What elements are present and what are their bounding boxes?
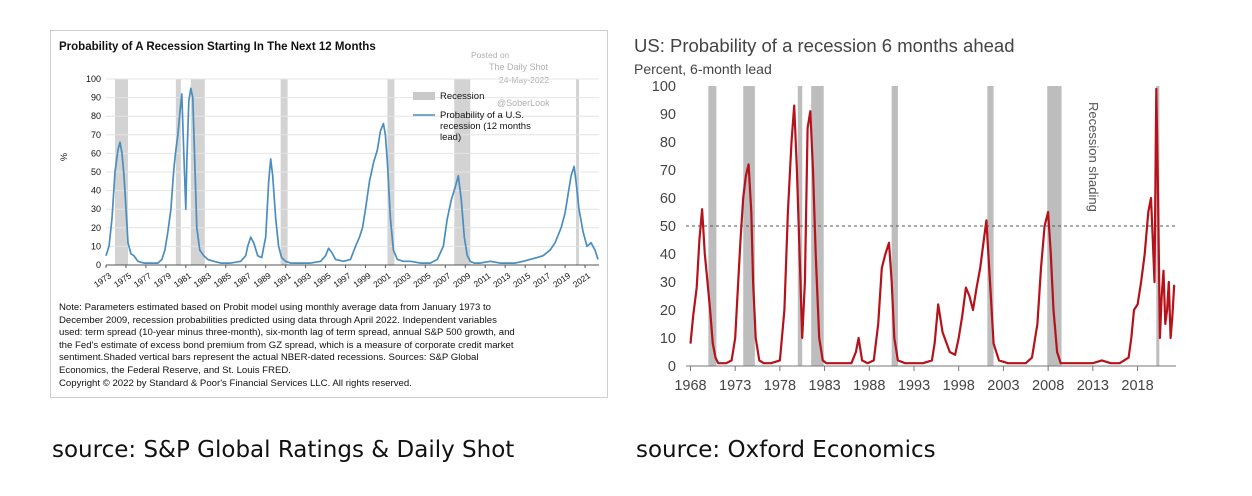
y-tick-label: 60	[91, 148, 101, 158]
x-tick-labels: 1973197519771979198119831985198719891991…	[92, 265, 592, 289]
oxford-chart-panel: US: Probability of a recession 6 months …	[628, 28, 1204, 402]
recession-band	[987, 86, 994, 366]
methodology-note: Note: Parameters estimated based on Prob…	[59, 302, 601, 390]
y-tick-label: 10	[91, 241, 101, 251]
x-tick-label: 2019	[551, 270, 572, 289]
x-tick-label: 1978	[764, 378, 796, 394]
x-tick-label: 1991	[272, 270, 293, 289]
x-tick-labels: 1968 1973 1978 1983 1988 1993 1998 2003 2008 2013…	[674, 366, 1154, 394]
legend: Recession Probability of a U.S. recession…	[413, 91, 531, 143]
y-tick-label: 40	[660, 247, 676, 263]
y-tick-label: 20	[660, 303, 676, 319]
y-tick-label: 90	[91, 93, 101, 103]
x-tick-label: 1999	[351, 270, 372, 289]
x-tick-label: 1985	[212, 270, 233, 289]
x-tick-label: 2003	[987, 378, 1019, 394]
y-tick-label: 30	[660, 275, 676, 291]
x-tick-label: 1998	[943, 378, 975, 394]
legend-swatch-recession	[413, 92, 435, 100]
x-tick-label: 2018	[1121, 378, 1153, 394]
x-tick-label: 1987	[232, 270, 253, 289]
note-line: the Fed's estimate of excess bond premiu…	[59, 339, 514, 351]
legend-label-recession: Recession	[440, 91, 484, 102]
copyright-line: Copyright © 2022 by Standard & Poor's Fi…	[59, 377, 412, 389]
x-tick-label: 1997	[331, 270, 352, 289]
y-axis-label: %	[59, 153, 69, 161]
x-tick-label: 2021	[571, 270, 592, 289]
y-tick-label: 40	[91, 186, 101, 196]
y-tick-label: 50	[660, 219, 676, 235]
watermark-line-1: Posted on	[471, 50, 510, 60]
y-tick-label: 10	[660, 331, 676, 347]
note-line: December 2009, recession probabilities p…	[59, 314, 497, 326]
x-tick-label: 1993	[292, 270, 313, 289]
watermark-line-3: 24-May-2022	[499, 75, 549, 85]
x-tick-label: 2015	[511, 270, 532, 289]
series-line-probability	[689, 87, 1176, 365]
x-tick-label: 2013	[1077, 378, 1109, 394]
x-tick-label: 1988	[853, 378, 885, 394]
legend-label-probability: Probability of a U.S. recession (12 month…	[440, 110, 531, 143]
x-tick-label: 1973	[92, 270, 113, 289]
y-tick-label: 50	[91, 167, 101, 177]
x-tick-label: 2009	[451, 270, 472, 289]
y-tick-label: 90	[660, 107, 676, 123]
y-tick-label: 100	[652, 79, 676, 95]
x-tick-label: 2003	[391, 270, 412, 289]
watermark: Posted on The Daily Shot 24-May-2022 @So…	[471, 50, 550, 108]
y-tick-labels: 0 10 20 30 40 50 60 70 80 90 100	[86, 74, 101, 270]
source-caption-right: source: Oxford Economics	[636, 437, 936, 463]
y-tick-label: 0	[96, 260, 101, 270]
x-tick-label: 2013	[491, 270, 512, 289]
watermark-line-4: @SoberLook	[497, 98, 550, 108]
y-tick-label: 70	[660, 163, 676, 179]
y-tick-label: 100	[86, 74, 101, 84]
y-tick-label: 60	[660, 191, 676, 207]
x-tick-label: 1975	[112, 270, 133, 289]
y-tick-label: 20	[91, 223, 101, 233]
note-line: Economics, the Federal Reserve, and St. …	[59, 364, 291, 376]
x-tick-label: 2007	[431, 270, 452, 289]
y-tick-label: 80	[660, 135, 676, 151]
recession-band	[743, 86, 755, 366]
y-tick-label: 30	[91, 204, 101, 214]
x-tick-label: 1995	[311, 270, 332, 289]
y-tick-labels: 0 10 20 30 40 50 60 70 80 90 100	[652, 79, 676, 375]
x-tick-label: 2005	[411, 270, 432, 289]
x-tick-label: 2011	[472, 270, 493, 289]
note-line: Note: Parameters estimated based on Prob…	[59, 302, 491, 313]
x-tick-label: 1968	[674, 378, 706, 394]
recession-shading-annotation: Recession shading	[1086, 102, 1101, 212]
watermark-line-2: The Daily Shot	[489, 62, 549, 72]
grid	[106, 78, 599, 266]
y-tick-label: 0	[668, 359, 676, 375]
sp-chart: Probability of A Recession Starting In T…	[59, 41, 599, 289]
x-tick-label: 1981	[172, 270, 193, 289]
x-tick-label: 2008	[1032, 378, 1064, 394]
x-tick-label: 1977	[132, 270, 153, 289]
source-caption-left: source: S&P Global Ratings & Daily Shot	[52, 437, 515, 463]
chart-subtitle: Percent, 6-month lead	[634, 61, 772, 77]
chart-title: US: Probability of a recession 6 months …	[634, 35, 1015, 56]
x-tick-label: 2001	[371, 270, 392, 289]
series-line-probability	[105, 87, 599, 264]
note-line: sentiment.Shaded vertical bars represent…	[59, 352, 479, 364]
x-tick-label: 1979	[152, 270, 173, 289]
oxford-chart: US: Probability of a recession 6 months …	[634, 35, 1176, 394]
series	[689, 87, 1176, 365]
x-tick-label: 1993	[898, 378, 930, 394]
x-tick-label: 1989	[252, 270, 273, 289]
x-tick-label: 1983	[808, 378, 840, 394]
chart-title: Probability of A Recession Starting In T…	[59, 41, 376, 53]
sp-chart-panel: Probability of A Recession Starting In T…	[50, 30, 608, 398]
recession-band	[891, 86, 898, 366]
series	[105, 87, 599, 264]
recession-band	[811, 86, 824, 366]
y-tick-label: 70	[91, 130, 101, 140]
x-tick-label: 2017	[531, 270, 552, 289]
x-tick-label: 1973	[719, 378, 751, 394]
x-tick-label: 1983	[192, 270, 213, 289]
y-tick-label: 80	[91, 111, 101, 121]
note-line: used: term spread (10-year minus three-m…	[59, 327, 515, 339]
